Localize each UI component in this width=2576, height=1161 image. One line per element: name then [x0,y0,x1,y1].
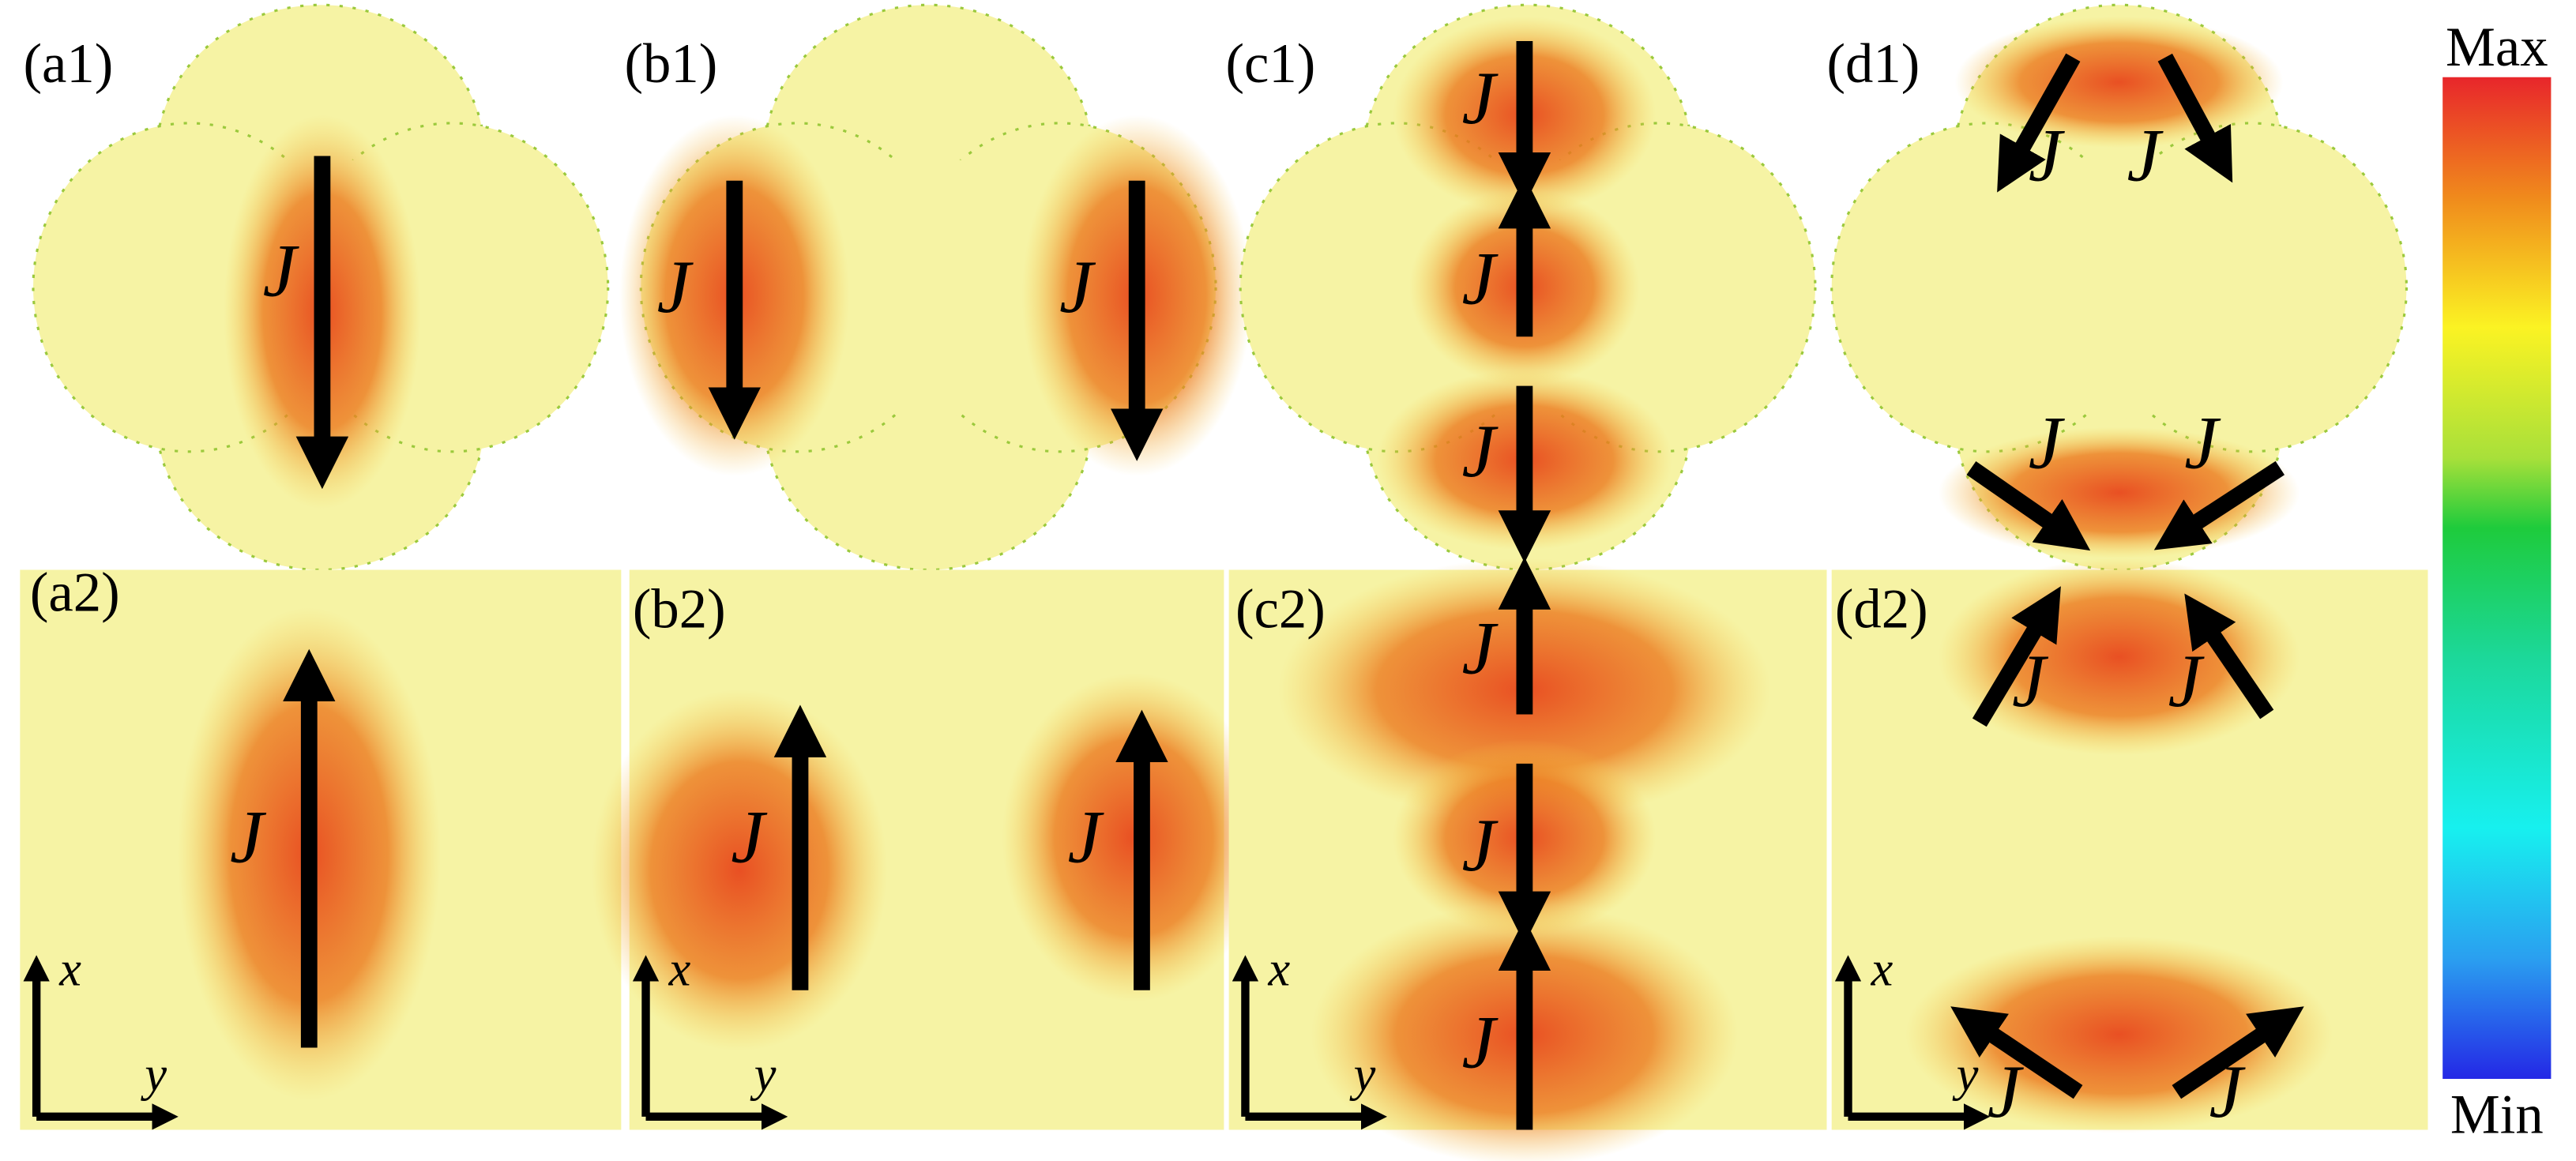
axis-x-label: x [1268,942,1291,997]
current-label: J [1067,795,1104,879]
hot-spot [591,689,888,1051]
current-label: J [2029,114,2066,197]
current-label: J [2168,639,2206,723]
current-label: J [1461,1000,1499,1084]
current-arrow [2153,460,2285,550]
hot-spot [1905,936,2333,1133]
current-map [20,569,622,1130]
panel-label: (d2) [1835,578,1928,640]
axis-x-label: x [668,942,691,997]
colorbar [2442,77,2552,1080]
current-label: J [230,795,267,879]
colorbar-max: Max [2446,17,2548,78]
current-label: J [1461,803,1499,887]
current-flower [1830,3,2408,572]
current-arrow [2184,593,2274,720]
colorbar-min: Min [2450,1084,2544,1146]
current-label: J [1987,1050,2025,1133]
panel-label: (b1) [625,33,718,95]
panel-label: (a1) [24,33,114,95]
panel-label: (d1) [1826,33,1920,95]
current-map [1831,558,2428,1133]
axis-y-label: y [1952,1047,1979,1102]
axis-x-label: x [1871,942,1893,997]
axis-y-label: y [1349,1047,1376,1102]
center [796,156,1060,419]
panel-label: (c1) [1225,33,1315,95]
current-label: J [1461,409,1499,493]
current-label: J [2127,114,2164,197]
current-label: J [2012,639,2049,723]
current-arrow [1966,461,2091,551]
current-label: J [1059,245,1096,329]
current-arrow [2172,1006,2304,1099]
current-arrow [2157,53,2233,183]
hot-spot [1954,16,2284,148]
panel-label: (a2) [30,562,120,623]
current-label: J [2029,401,2066,485]
current-label: J [1461,237,1499,321]
panel-label: (c2) [1235,578,1326,640]
current-map [591,569,1265,1130]
current-arrow [1997,53,2081,193]
current-label: J [1461,606,1499,689]
hot-spot [1938,558,2300,756]
current-arrow [1950,1006,2083,1099]
current-label: J [2184,401,2221,485]
current-label: J [263,228,300,312]
current-label: J [2209,1050,2247,1133]
current-label: J [1461,56,1499,140]
center [1987,156,2251,419]
current-label: J [657,245,694,329]
axis-y-label: y [140,1047,167,1102]
current-arrow [1972,586,2061,727]
current-label: J [731,795,768,879]
axis-x-label: x [58,942,81,997]
axis-y-label: y [750,1047,777,1102]
current-flower [619,3,1252,572]
panel-label: (b2) [633,578,726,640]
